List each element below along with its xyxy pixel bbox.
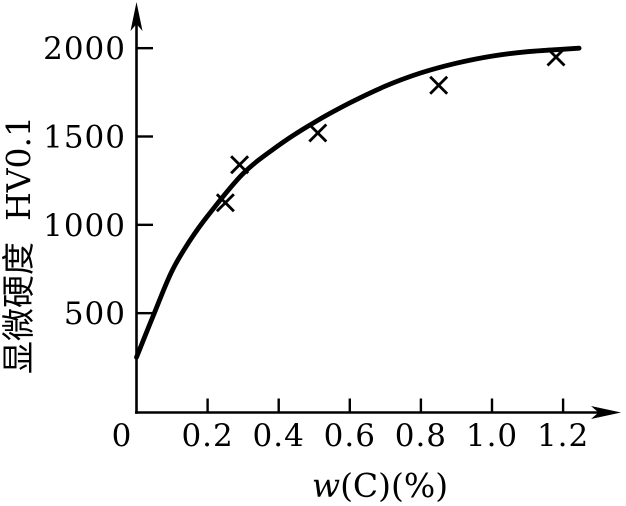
y-tick-label: 1000: [43, 208, 126, 244]
y-tick-label: 1500: [43, 119, 126, 155]
x-tick-label: 0.4: [253, 418, 305, 454]
data-point-marker: [308, 123, 328, 143]
y-ticks: [137, 46, 153, 315]
x-axis-title-variable: w: [312, 466, 340, 505]
x-axis-title: w(C)(%): [312, 466, 448, 505]
data-point-marker: [215, 193, 235, 213]
fit-curve: [134, 45, 582, 360]
x-tick-label: 0.8: [395, 418, 447, 454]
data-point-marker: [429, 75, 449, 95]
y-axis-arrowhead-icon: [130, 2, 143, 31]
data-point-marker: [230, 155, 250, 175]
x-tick-label: 0.2: [181, 418, 233, 454]
x-axis-title-units: (C)(%): [340, 466, 448, 505]
data-point-marker: [546, 47, 566, 67]
y-axis-title: 显微硬度 HV0.1: [0, 116, 38, 374]
x-tick-label: 1.0: [466, 418, 518, 454]
x-ticks: [206, 398, 565, 412]
origin-tick-label: 0: [112, 418, 133, 454]
x-tick-label: 0.6: [324, 418, 376, 454]
x-axis: 0.2 0.4 0.6 0.8 1.0 1.2 0: [112, 398, 621, 454]
data-points: [215, 47, 566, 213]
x-axis-arrowhead-icon: [591, 406, 621, 419]
x-tick-labels: 0.2 0.4 0.6 0.8 1.0 1.2: [181, 418, 589, 454]
y-tick-labels: 500 1000 1500 2000: [43, 31, 126, 332]
x-tick-label: 1.2: [537, 418, 589, 454]
y-tick-label: 2000: [43, 31, 126, 67]
y-tick-label: 500: [64, 296, 126, 332]
y-axis: 500 1000 1500 2000: [43, 2, 153, 414]
